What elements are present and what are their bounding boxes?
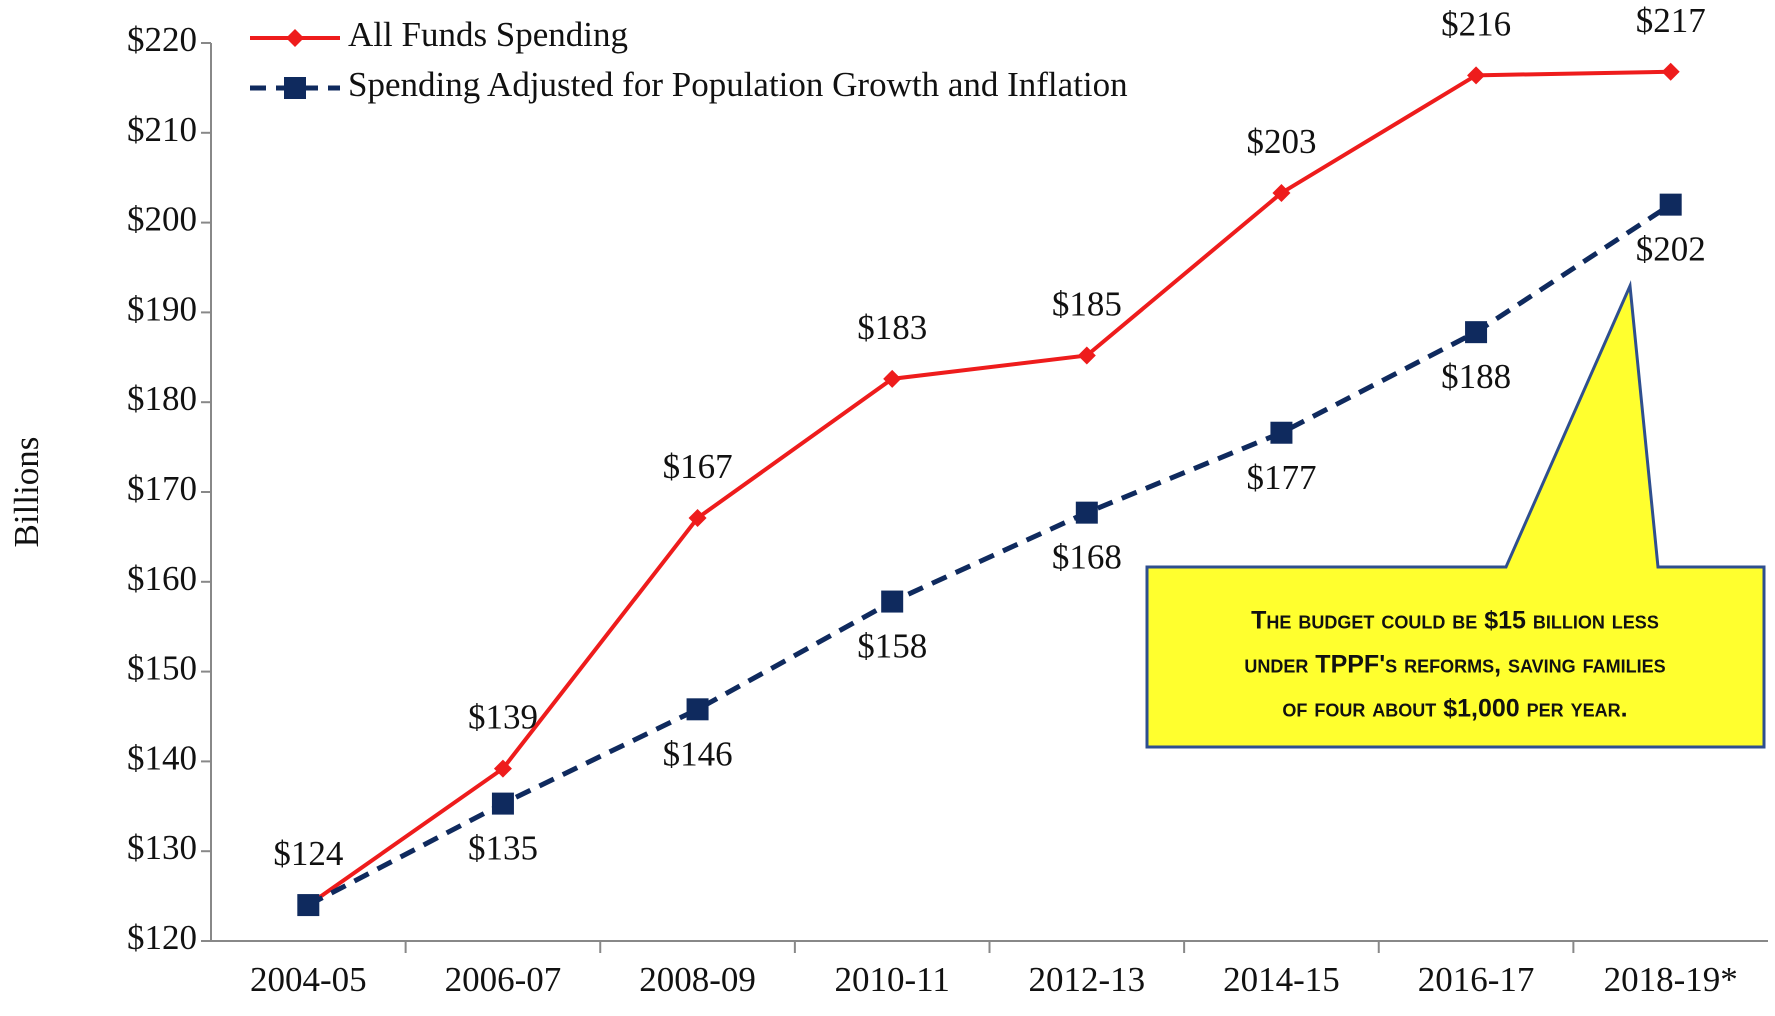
x-tick-label: 2014-15 <box>1223 960 1340 999</box>
data-label: $216 <box>1441 4 1511 43</box>
callout <box>1145 280 1766 749</box>
annotation: under TPPF's reforms, saving families <box>1244 651 1665 679</box>
x-tick-label: 2018-19* <box>1604 960 1738 999</box>
point <box>297 894 320 917</box>
series-line <box>307 69 1671 907</box>
point <box>1075 501 1098 524</box>
data-label: $177 <box>1246 458 1316 497</box>
data-label: $168 <box>1052 538 1122 577</box>
x-tick-label: 2012-13 <box>1028 960 1145 999</box>
data-label: $167 <box>663 447 733 486</box>
data-label: $139 <box>468 698 538 737</box>
y-tick-label: $150 <box>127 649 197 688</box>
x-tick-label: 2016-17 <box>1418 960 1535 999</box>
y-tick-label: $160 <box>127 559 197 598</box>
point <box>1467 66 1486 85</box>
x-tick-label: 2004-05 <box>250 960 367 999</box>
point <box>284 77 306 99</box>
y-tick-label: $130 <box>127 828 197 867</box>
data-label: $135 <box>468 829 538 868</box>
point <box>1272 183 1291 202</box>
legend-label: Spending Adjusted for Population Growth … <box>348 65 1128 104</box>
annotation: of four about $1,000 per year. <box>1282 695 1627 723</box>
y-tick-label: $220 <box>127 20 197 59</box>
data-label: $202 <box>1636 230 1706 269</box>
point <box>1661 62 1680 81</box>
data-label: $183 <box>857 308 927 347</box>
point <box>1465 321 1488 344</box>
legend-label: All Funds Spending <box>348 15 628 54</box>
point <box>686 698 709 721</box>
data-label: $185 <box>1052 285 1122 324</box>
point <box>688 509 707 528</box>
x-tick-label: 2010-11 <box>835 960 950 999</box>
point <box>1659 193 1682 216</box>
annotation: The budget could be $15 billion less <box>1251 607 1659 635</box>
data-label: $203 <box>1246 122 1316 161</box>
data-label: $146 <box>663 734 733 773</box>
y-tick-label: $140 <box>127 738 197 777</box>
y-axis-label: Billions <box>7 437 46 548</box>
point <box>1270 421 1293 444</box>
point <box>491 792 514 815</box>
y-tick-label: $170 <box>127 469 197 508</box>
series-line <box>307 202 1673 908</box>
data-label: $124 <box>273 834 343 873</box>
y-tick-label: $180 <box>127 379 197 418</box>
x-tick-label: 2006-07 <box>445 960 562 999</box>
data-label: $158 <box>857 627 927 666</box>
point <box>1077 346 1096 365</box>
y-tick-label: $190 <box>127 289 197 328</box>
data-label: $188 <box>1441 357 1511 396</box>
point <box>493 759 512 778</box>
y-tick-label: $120 <box>127 918 197 957</box>
point <box>883 369 902 388</box>
data-label: $217 <box>1636 1 1706 40</box>
x-tick-label: 2008-09 <box>639 960 756 999</box>
y-tick-label: $200 <box>127 200 197 239</box>
y-tick-label: $210 <box>127 110 197 149</box>
point <box>286 29 304 47</box>
point <box>881 590 904 613</box>
